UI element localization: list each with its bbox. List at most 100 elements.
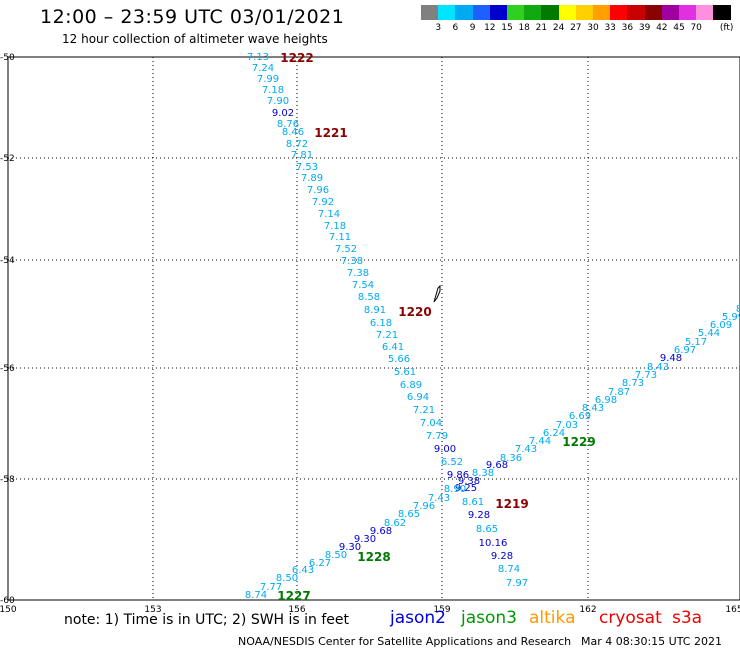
lat-tick-label: -56 [0, 364, 15, 374]
wave-height-value: 7.13 [247, 52, 269, 63]
legend-swatch [575, 5, 594, 20]
wave-height-value: 7.79 [426, 431, 448, 442]
altimeter-track-2: 8.747.778.506.436.278.509.309.309.688.62… [245, 304, 740, 603]
wave-height-value: 8.74 [498, 564, 520, 575]
legend-label: 27 [570, 23, 582, 33]
legend-swatch [627, 5, 646, 20]
legend-label: 36 [621, 23, 634, 33]
legend-label: 15 [501, 23, 513, 33]
pass-time-label: 1227 [277, 589, 310, 603]
wave-height-value: 9.25 [455, 483, 477, 494]
legend-label: 33 [604, 23, 616, 33]
legend-swatch [455, 5, 474, 20]
wave-height-value: 7.99 [257, 74, 279, 85]
wave-height-value: 8.43 [647, 362, 669, 373]
wave-height-value: 7.44 [529, 436, 551, 447]
legend-label: 45 [673, 23, 685, 33]
legend-swatch [696, 5, 715, 20]
wave-height-value: 5.44 [698, 328, 720, 339]
footer-credit: NOAA/NESDIS Center for Satellite Applica… [238, 635, 572, 648]
lon-tick-label: 159 [433, 605, 450, 615]
wave-height-value: 9.48 [660, 353, 682, 364]
wave-height-value: 10.16 [479, 538, 508, 549]
note-text: note: 1) Time is in UTC; 2) SWH is in fe… [64, 612, 350, 628]
legend-swatch [489, 5, 508, 20]
legend-swatch [593, 5, 611, 20]
wave-height-value: 6.27 [309, 558, 331, 569]
coastline-shape [433, 284, 441, 303]
legend-swatch [507, 5, 525, 20]
wave-height-value: 7.53 [296, 162, 318, 173]
wave-height-value: 8.72 [286, 139, 308, 150]
wave-height-value: 9.02 [272, 108, 294, 119]
wave-height-value: 6.43 [292, 565, 314, 576]
altimeter-track-1: 7.137.247.997.187.909.028.768.468.727.81… [247, 51, 529, 589]
lat-tick-label: -60 [0, 596, 15, 606]
wave-height-value: 7.43 [428, 493, 450, 504]
legend-swatch [438, 5, 457, 20]
wave-height-value: 8.62 [384, 518, 406, 529]
wave-height-value: 6.94 [407, 392, 429, 403]
lon-tick-label: 153 [144, 605, 161, 615]
pass-time-label: 1229 [562, 435, 595, 449]
legend-swatch [679, 5, 697, 20]
wave-height-value: 9.68 [370, 526, 392, 537]
wave-height-value: 7.38 [347, 268, 369, 279]
wave-height-value: 8.46 [282, 127, 304, 138]
map-tick-labels: 150 153 156 159 162 165 -50 -52 -54 -56 -58 -60 [0, 53, 740, 615]
lon-tick-label: 162 [579, 605, 596, 615]
wave-height-value: 7.97 [506, 578, 528, 589]
legend-label: 24 [552, 23, 565, 33]
legend-swatch [644, 5, 663, 20]
lon-tick-label: 156 [288, 605, 305, 615]
legend-swatch [558, 5, 577, 20]
wave-height-value: 7.52 [335, 244, 357, 255]
wave-height-value: 7.73 [635, 370, 657, 381]
wave-height-value: 5.99 [722, 312, 740, 323]
footer-timestamp: Mar 4 08:30:15 UTC 2021 [581, 635, 722, 648]
satellite-name-jason3: jason3 [461, 608, 517, 628]
wave-height-value: 5.66 [388, 354, 410, 365]
wave-height-value: 5.17 [685, 337, 707, 348]
wave-height-value: 6.09 [710, 320, 732, 331]
lon-tick-label: 165 [725, 605, 740, 615]
wave-height-value: 7.43 [515, 444, 537, 455]
wave-height-value: 7.81 [291, 150, 313, 161]
page-subtitle: 12 hour collection of altimeter wave hei… [62, 32, 328, 46]
pass-time-label: 1220 [398, 305, 431, 319]
satellite-name-altika: altika [529, 608, 576, 628]
legend-label: 6 [452, 23, 459, 33]
wave-height-value: 7.21 [376, 330, 398, 341]
satellite-name-jason2: jason2 [390, 608, 446, 628]
legend-label: 12 [484, 23, 496, 33]
wave-height-value: 9.68 [486, 460, 508, 471]
wave-height-value: 8.43 [582, 403, 604, 414]
wave-height-value: 8.61 [462, 497, 484, 508]
legend-unit: (ft) [719, 23, 734, 33]
legend-label: 9 [469, 23, 476, 33]
lat-tick-label: -50 [0, 53, 15, 63]
wave-height-value: 8 [736, 304, 740, 315]
map-grid [8, 57, 740, 600]
wave-height-value: 8.38 [472, 468, 494, 479]
legend-swatch [524, 5, 543, 20]
wave-height-value: 7.90 [267, 96, 289, 107]
wave-height-value: 7.04 [420, 418, 442, 429]
lat-tick-label: -54 [0, 256, 15, 266]
wave-height-value: 9.38 [458, 476, 480, 487]
wave-height-value: 7.18 [324, 221, 346, 232]
legend-swatch [421, 5, 439, 20]
legend-label: 30 [587, 23, 599, 33]
wave-height-value: 8.74 [245, 590, 267, 601]
satellite-name-s3a: s3a [672, 608, 703, 628]
lon-tick-label: 150 [0, 605, 17, 615]
map-frame [7, 56, 740, 601]
wave-height-value: 7.18 [262, 85, 284, 96]
page-title: 12:00 – 23:59 UTC 03/01/2021 [40, 6, 345, 28]
pass-time-label: 1221 [314, 126, 347, 140]
wave-height-value: 7.24 [252, 63, 274, 74]
legend-label: 39 [638, 23, 651, 33]
wave-height-value: 6.98 [595, 395, 617, 406]
wave-height-value: 6.24 [543, 428, 565, 439]
